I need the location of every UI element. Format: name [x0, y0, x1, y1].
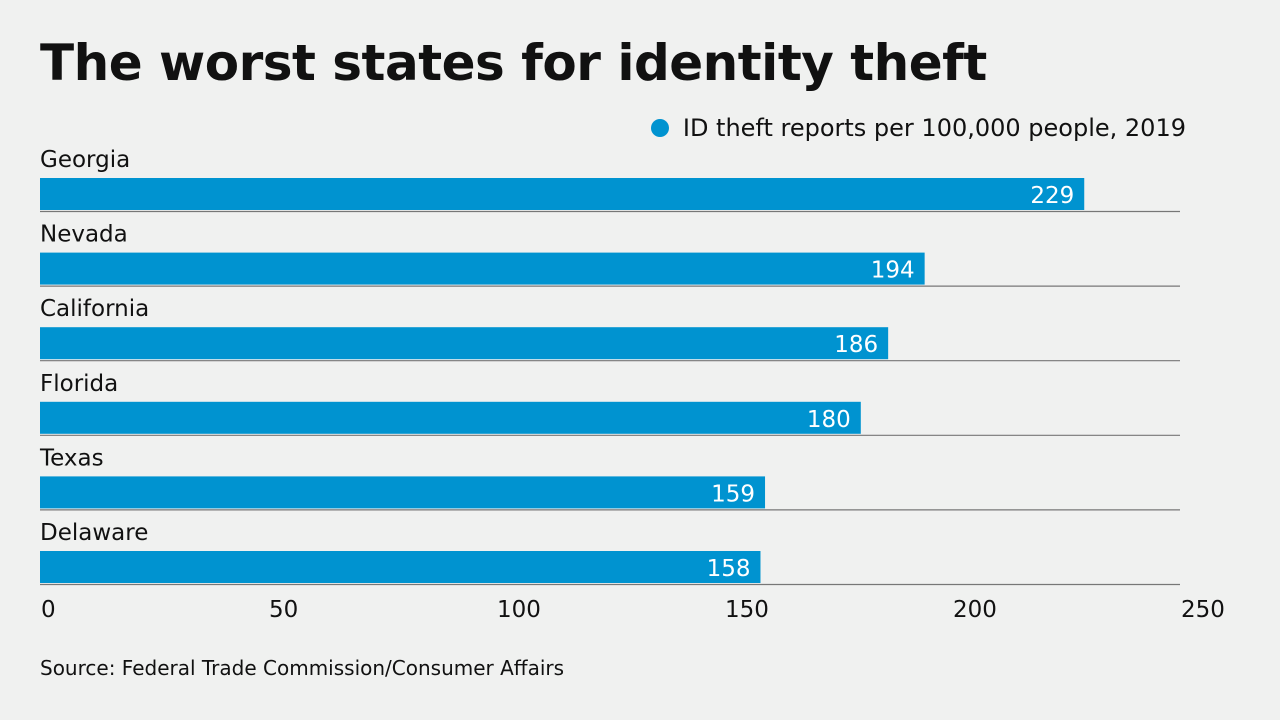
category-label: Delaware [40, 520, 148, 546]
legend-label: ID theft reports per 100,000 people, 201… [682, 114, 1186, 142]
x-tick-label: 250 [1181, 597, 1225, 623]
legend-dot-icon [650, 119, 669, 137]
chart-title: The worst states for identity theft [40, 34, 987, 92]
bar [40, 252, 925, 285]
value-label: 159 [711, 481, 755, 507]
legend: ID theft reports per 100,000 people, 201… [650, 114, 1186, 142]
value-label: 186 [834, 332, 878, 358]
category-label: Texas [39, 445, 104, 471]
bar [40, 476, 766, 509]
category-label: Florida [40, 371, 118, 397]
x-tick-label: 100 [497, 597, 541, 623]
bar [40, 178, 1085, 210]
value-label: 194 [871, 258, 915, 284]
x-tick-label: 150 [725, 597, 769, 623]
value-label: 180 [807, 407, 851, 433]
bar [40, 401, 861, 434]
x-tick-label: 50 [269, 597, 298, 623]
bar [40, 551, 761, 583]
value-label: 229 [1030, 183, 1074, 209]
category-label: California [40, 296, 149, 322]
x-tick-label: 0 [41, 597, 56, 623]
x-tick-label: 200 [953, 597, 997, 623]
source-note: Source: Federal Trade Commission/Consume… [40, 656, 565, 680]
value-label: 158 [707, 556, 751, 582]
bar [40, 327, 889, 360]
category-label: Georgia [40, 147, 130, 173]
category-label: Nevada [40, 222, 128, 248]
